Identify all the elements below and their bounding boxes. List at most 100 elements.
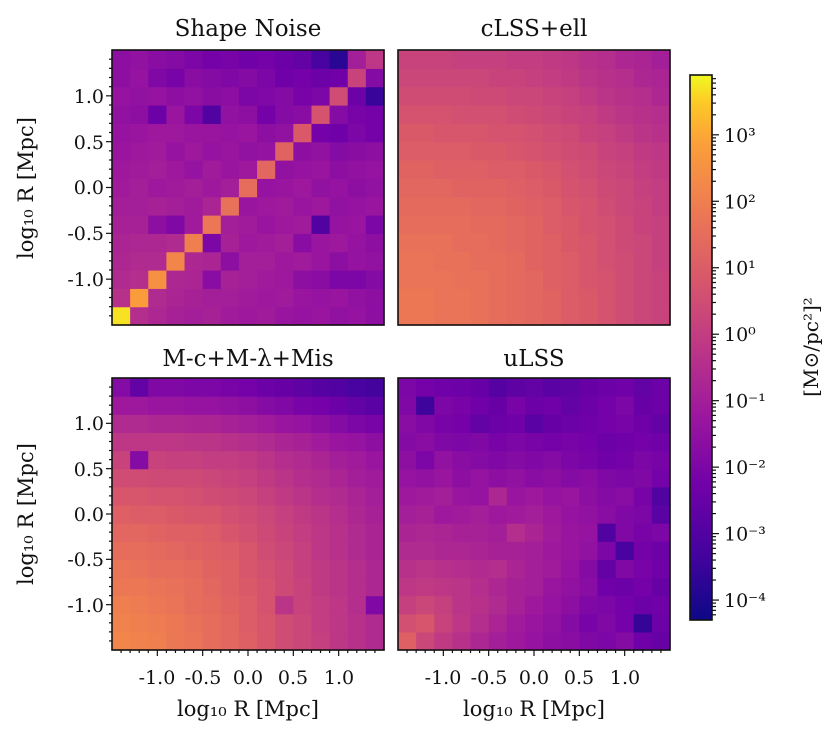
heatmap-cell [470, 68, 490, 88]
heatmap-cell [257, 523, 276, 542]
heatmap-cell [579, 486, 599, 506]
heatmap-cell [257, 396, 276, 415]
heatmap-cell [434, 105, 453, 124]
heatmap-cell [488, 414, 508, 433]
heatmap-cell [543, 196, 562, 216]
heatmap-cell [112, 559, 131, 579]
heatmap-cell [112, 523, 131, 542]
heatmap-cell [597, 306, 617, 326]
heatmap-cell [524, 504, 544, 524]
heatmap-cell [416, 523, 435, 542]
heatmap-cell [416, 631, 435, 651]
heatmap-cell [416, 577, 435, 597]
heatmap-cell [202, 86, 222, 106]
heatmap-cell [365, 141, 385, 161]
heatmap-cell [416, 595, 435, 615]
heatmap-cell [166, 541, 186, 560]
heatmap-cell [293, 504, 313, 524]
heatmap-cell [166, 86, 186, 106]
heatmap-cell [293, 486, 313, 506]
y-tick-labels-top: 1.0 0.5 0.0 -0.5 -1.0 [67, 86, 104, 291]
heatmap-cell [130, 251, 149, 271]
y-tick-label: -1.0 [67, 269, 104, 291]
heatmap-cell [130, 160, 149, 179]
heatmap-cell [651, 523, 671, 542]
heatmap-cell [579, 613, 599, 633]
heatmap-cell [579, 141, 599, 161]
heatmap-cell [166, 141, 186, 161]
heatmap-cell [184, 215, 204, 234]
heatmap-cell [470, 105, 490, 124]
heatmap-cell [166, 270, 186, 289]
heatmap-cell [452, 123, 472, 143]
heatmap-cell [238, 160, 258, 179]
heatmap-cell [506, 123, 526, 143]
heatmap-cell [293, 123, 313, 143]
heatmap-cell [257, 577, 276, 597]
heatmap-cell [579, 595, 599, 615]
heatmap-cell [506, 577, 526, 597]
x-tick-label: 0.0 [233, 667, 263, 689]
heatmap-cell [311, 306, 331, 326]
heatmap-cell [615, 396, 635, 415]
heatmap-cell [524, 306, 544, 326]
heatmap-cell [148, 50, 167, 69]
heatmap-cell [238, 631, 258, 651]
heatmap-cell [543, 270, 562, 289]
heatmap-cell [416, 468, 435, 488]
heatmap-cell [130, 613, 149, 633]
y-tick-label: 0.0 [74, 504, 104, 526]
x-tick-label: -1.0 [425, 667, 462, 689]
heatmap-cell [561, 541, 580, 560]
heatmap-cell [347, 523, 367, 542]
heatmap-cell [452, 233, 472, 253]
heatmap-cell [184, 160, 204, 179]
heatmap-cell [615, 432, 635, 452]
heatmap-cell [166, 523, 186, 542]
heatmap-cell [452, 577, 472, 597]
heatmap-cell [220, 541, 240, 560]
heatmap-cell [452, 160, 472, 179]
heatmap-cell [238, 595, 258, 615]
heatmap-cell [311, 432, 331, 452]
heatmap-cell [506, 196, 526, 216]
heatmap-cell [615, 160, 635, 179]
heatmap-cell [543, 86, 562, 106]
x-tick-label: 0.0 [519, 667, 549, 689]
heatmap-cell [184, 270, 204, 289]
heatmap-cell [311, 233, 331, 253]
heatmap-cell [543, 468, 562, 488]
heatmap-cell [293, 141, 313, 161]
heatmap-cell [398, 504, 417, 524]
y-tick-label: -1.0 [67, 595, 104, 617]
heatmap-cell [112, 541, 131, 560]
heatmap-cell [365, 123, 385, 143]
heatmap-cell [416, 160, 435, 179]
heatmap-cell [398, 523, 417, 542]
heatmap-cell [347, 504, 367, 524]
heatmap-cell [184, 504, 204, 524]
colorbar-label: [M⊙/pc²]² [799, 297, 823, 397]
heatmap-cell [651, 468, 671, 488]
heatmap-cell [543, 123, 562, 143]
heatmap-cell [561, 215, 580, 234]
heatmap-cell [347, 233, 367, 253]
heatmap-cell [130, 378, 149, 397]
heatmap-cell [651, 288, 671, 308]
heatmap-cell [311, 468, 331, 488]
heatmap-cell [220, 196, 240, 216]
heatmap-cell [311, 577, 331, 597]
heatmap-cell [470, 396, 490, 415]
heatmap-cell [543, 414, 562, 433]
heatmap-cell [293, 50, 313, 69]
heatmap-cell [633, 378, 653, 397]
heatmap-cell [434, 523, 453, 542]
colorbar-tick-label: 10⁻³ [724, 524, 766, 546]
y-tick-label: 1.0 [74, 413, 104, 435]
heatmap-cell [184, 233, 204, 253]
heatmap-cell [416, 306, 435, 326]
heatmap-cell [184, 196, 204, 216]
heatmap-cell [184, 141, 204, 161]
heatmap-cell [524, 50, 544, 69]
heatmap-cell [597, 378, 617, 397]
